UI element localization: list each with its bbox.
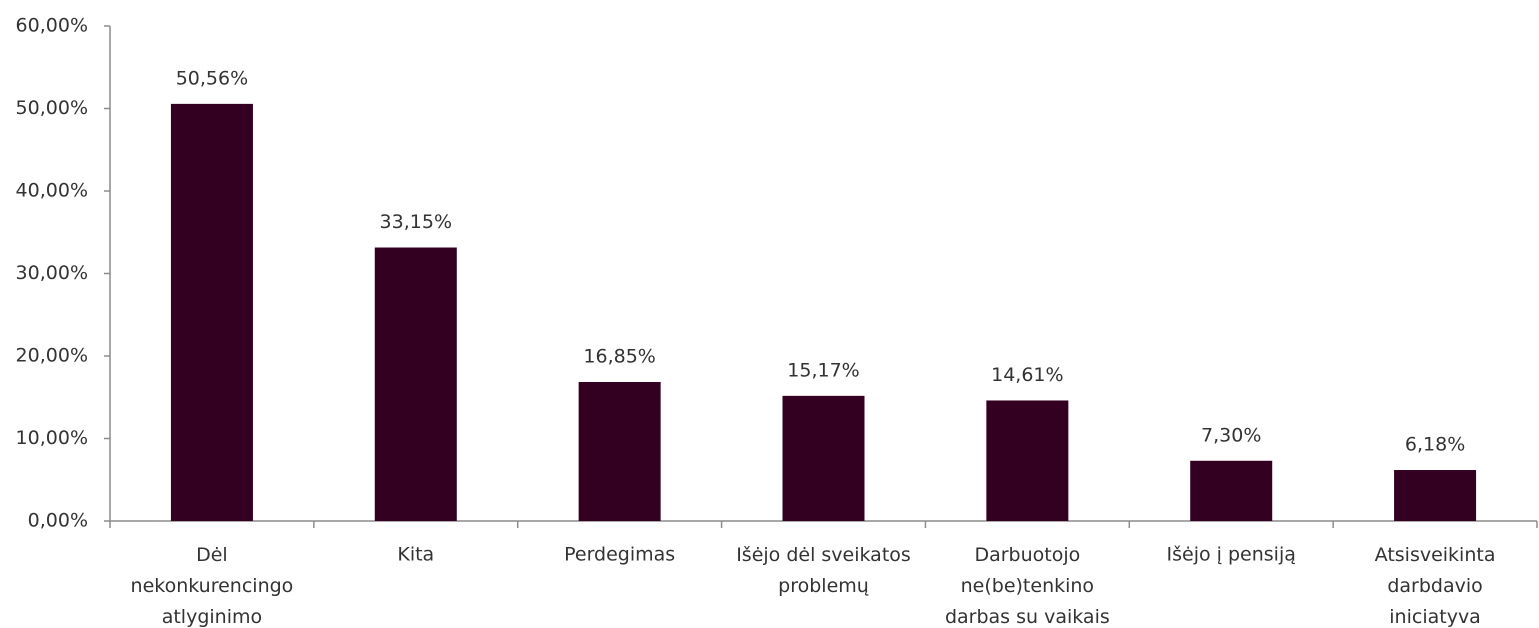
y-tick-label: 0,00% [28,510,88,532]
x-tick-label: Darbuotojo ne(be)tenkino darbas su vaikais [945,544,1110,628]
x-tick-label: Išėjo dėl sveikatos problemų [736,544,911,597]
x-tick-label: Dėl nekonkurencingo atlyginimo [131,544,294,628]
y-tick-label: 60,00% [16,15,88,37]
value-label: 33,15% [380,211,452,233]
x-tick-label: Išėjo į pensiją [1167,544,1296,566]
x-tick-label: Kita [397,544,434,566]
x-tick-label: Atsisveikinta darbdavio iniciatyva [1375,544,1496,628]
bar [986,400,1069,521]
x-tick-label: Perdegimas [564,544,675,566]
y-tick-label: 30,00% [16,262,88,284]
bar [1394,470,1477,521]
bar [782,395,865,521]
y-tick-label: 40,00% [16,180,88,202]
bar [1190,460,1273,521]
value-label: 14,61% [991,364,1063,386]
value-label: 16,85% [583,345,655,367]
y-tick-label: 50,00% [16,97,88,119]
value-label: 6,18% [1405,434,1465,456]
value-label: 7,30% [1201,424,1261,446]
y-tick-label: 20,00% [16,345,88,367]
value-label: 15,17% [787,359,859,381]
y-tick-label: 10,00% [16,427,88,449]
value-label: 50,56% [176,67,248,89]
bar [374,247,457,521]
bar [578,381,661,521]
bar [170,103,253,521]
